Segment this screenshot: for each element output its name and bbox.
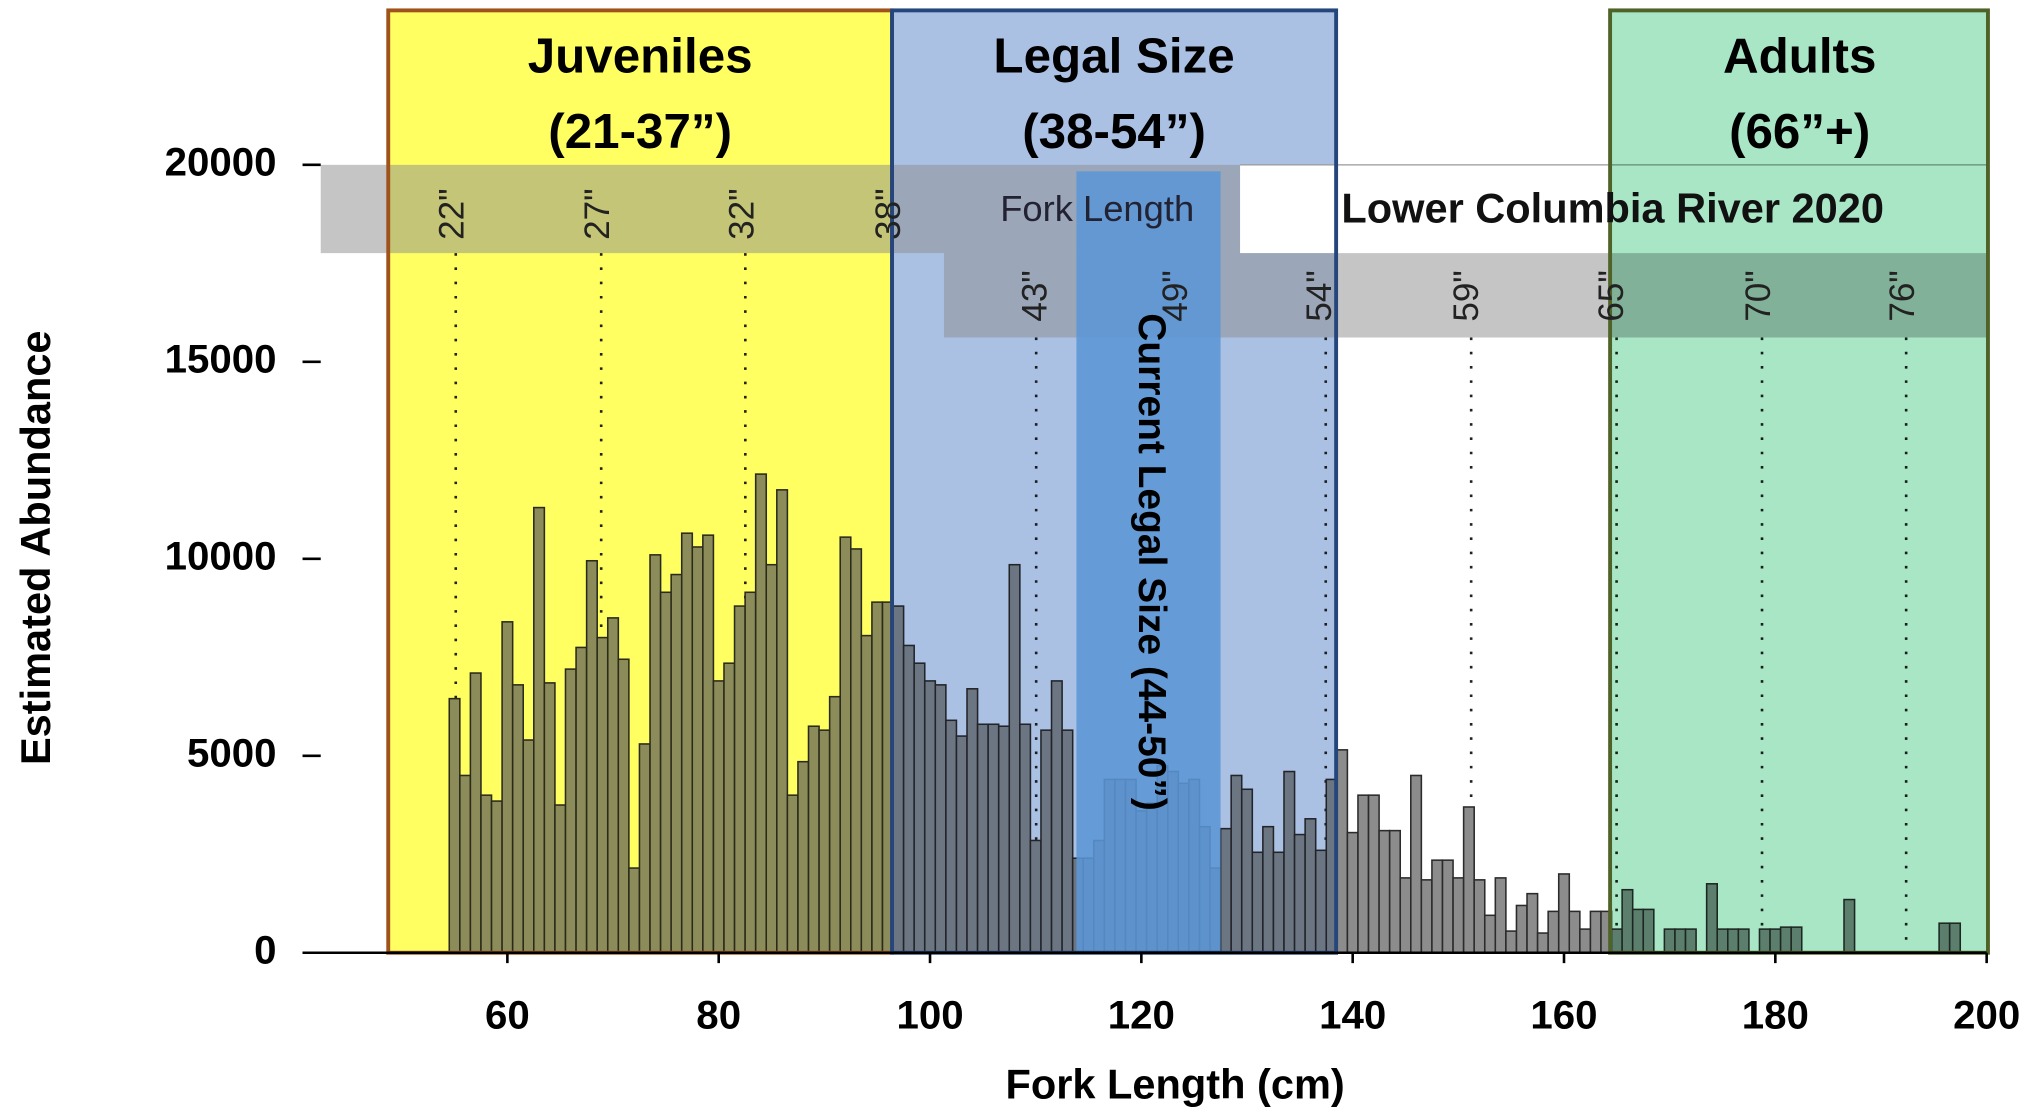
bar [1483,914,1497,954]
inch-label: 22" [433,188,472,239]
x-tick-label: 120 [1108,992,1175,1037]
bar [1452,877,1465,954]
y-tick-label: 10000 [165,533,277,578]
bar [1388,829,1402,954]
inch-label: 49" [1156,270,1195,321]
bar [1378,829,1391,954]
inch-label: 38" [869,188,908,239]
inch-label: 65" [1592,270,1631,321]
bar [1399,877,1412,954]
chart-title: Lower Columbia River 2020 [1341,185,1883,232]
region-range: (38-54”) [1022,104,1206,159]
region-name: Adults [1723,29,1876,84]
y-tick-label: 20000 [165,139,277,184]
bar [1547,910,1560,954]
bar [1557,873,1571,954]
inch-label: 54" [1300,270,1339,321]
bar [1336,749,1349,954]
y-axis-label: Estimated Abundance [12,330,59,765]
bar [1441,859,1454,954]
region-name: Juveniles [528,29,753,84]
current-legal-box [1076,171,1221,953]
y-tick-label: 0 [254,927,276,972]
inch-label: 70" [1739,270,1778,321]
bar [1346,831,1359,954]
bar [1536,932,1549,954]
x-tick-label: 100 [896,992,963,1037]
inch-labels: 22" 27" 32" 38" 43" 49" 54" 59" 65" 70" … [433,188,1922,321]
inch-label: 59" [1447,270,1486,321]
bar [1568,910,1581,954]
bar [1579,928,1592,954]
bar [1473,879,1486,954]
bar [1431,859,1444,954]
x-tick-label: 160 [1530,992,1597,1037]
x-axis-label: Fork Length (cm) [1005,1061,1344,1108]
x-tick-label: 200 [1953,992,2020,1037]
bar [1410,774,1423,954]
y-tick-label: 5000 [187,730,277,775]
bar [1515,904,1528,954]
bar [1420,879,1433,954]
region-range: (66”+) [1729,104,1870,159]
bar [1367,794,1380,954]
region-range: (21-37”) [548,104,732,159]
bar [1462,806,1475,954]
x-tick-label: 180 [1742,992,1809,1037]
x-tick-label: 60 [485,992,530,1037]
adult-region [1610,10,1988,953]
x-tick-label: 80 [696,992,741,1037]
current-legal-label: Current Legal Size (44-50”) [1130,313,1173,811]
inch-label: 76" [1883,270,1922,321]
inch-label: 27" [578,188,617,239]
region-name: Legal Size [993,29,1234,84]
scale-label: Fork Length [1000,188,1194,229]
y-tick-label: 15000 [165,336,277,381]
inch-label: 43" [1016,270,1055,321]
x-tick-label: 140 [1319,992,1386,1037]
bar [1357,794,1370,954]
bar [1505,930,1518,954]
bar [1494,877,1507,954]
bar [1589,910,1602,954]
bar [1526,892,1539,954]
inch-label: 32" [722,188,761,239]
